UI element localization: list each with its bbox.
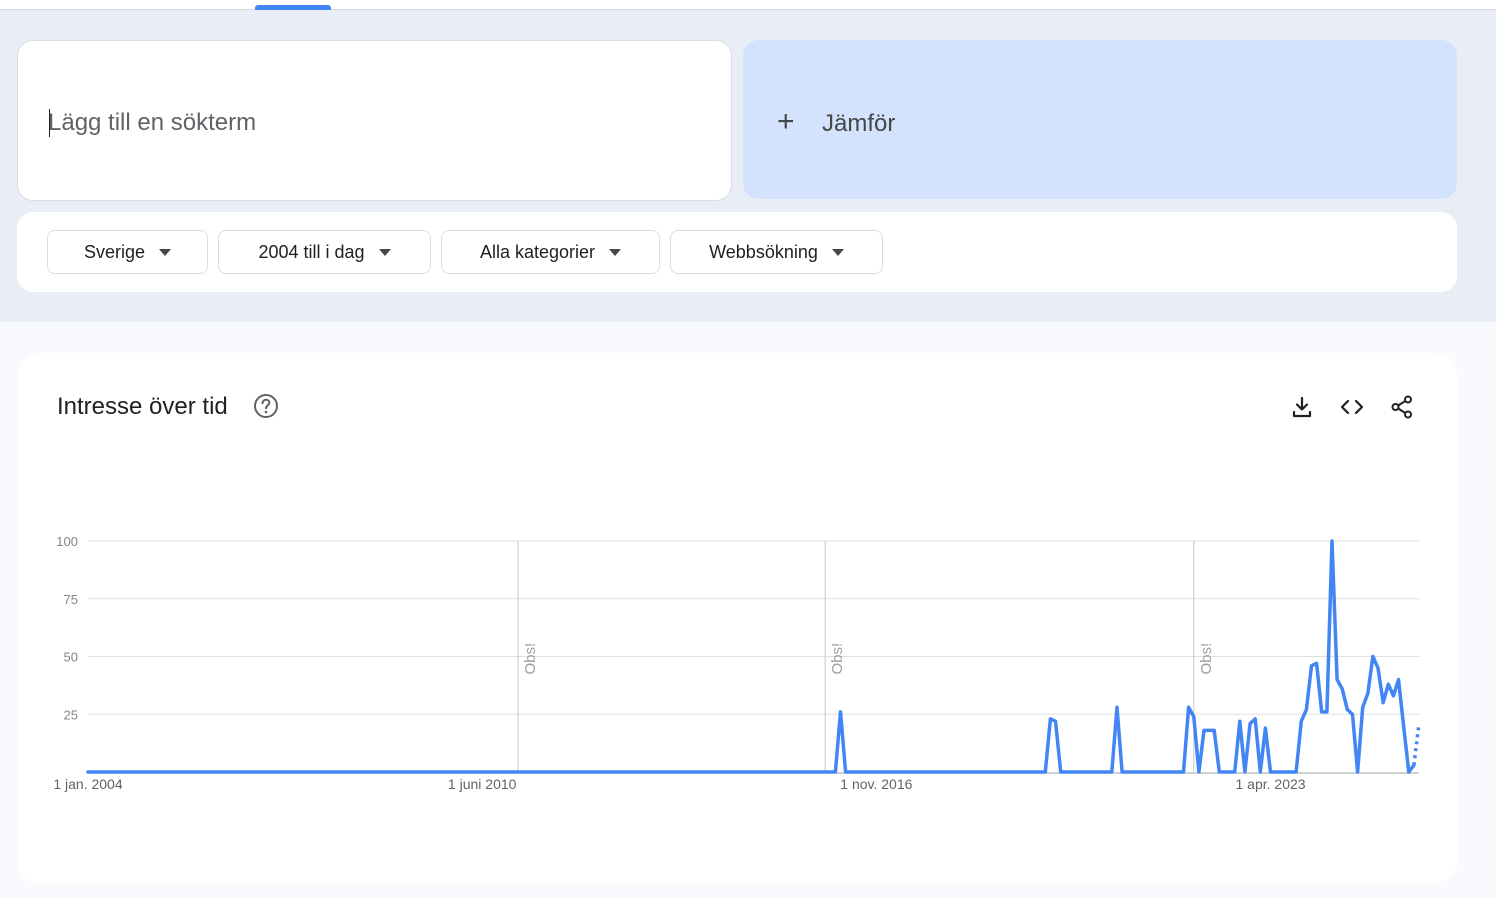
region-dropdown-label: Sverige bbox=[83, 241, 146, 262]
embed-code-icon[interactable] bbox=[1338, 393, 1366, 421]
search-input[interactable] bbox=[48, 103, 688, 143]
y-tick-label: 75 bbox=[64, 592, 78, 607]
y-tick-label: 50 bbox=[64, 650, 78, 665]
y-tick-label: 25 bbox=[64, 707, 78, 722]
caret-down-icon bbox=[609, 248, 622, 256]
download-icon[interactable] bbox=[1288, 393, 1316, 421]
caret-down-icon bbox=[159, 248, 172, 256]
search-term-card[interactable] bbox=[17, 40, 732, 201]
search-type-dropdown[interactable]: Webbsökning bbox=[670, 230, 883, 274]
category-dropdown[interactable]: Alla kategorier bbox=[441, 230, 660, 274]
x-tick-label: 1 nov. 2016 bbox=[840, 776, 912, 792]
region-dropdown[interactable]: Sverige bbox=[47, 230, 208, 274]
annotation-label: Obs! bbox=[829, 643, 846, 675]
x-tick-label: 1 apr. 2023 bbox=[1236, 776, 1306, 792]
text-caret bbox=[49, 109, 50, 137]
x-tick-label: 1 jan. 2004 bbox=[53, 776, 122, 792]
series-line bbox=[86, 539, 1416, 774]
interest-line-chart: 100 75 50 25 Obs! Obs! Obs! 1 jan. 2004 1 juni 2… bbox=[53, 534, 1421, 792]
category-dropdown-label: Alla kategorier bbox=[479, 241, 596, 262]
plus-icon: + bbox=[777, 105, 795, 138]
active-tab-indicator bbox=[255, 5, 331, 10]
top-nav-bar bbox=[0, 0, 1496, 10]
x-tick-label: 1 juni 2010 bbox=[448, 776, 517, 792]
annotation-label: Obs! bbox=[522, 643, 539, 675]
compare-label: Jämför bbox=[822, 110, 896, 137]
series-line-partial bbox=[1412, 723, 1421, 766]
interest-over-time-card: Intresse över tid 100 75 50 25 Obs! Obs! Obs! 1… bbox=[17, 353, 1457, 883]
caret-down-icon bbox=[378, 248, 391, 256]
time-range-dropdown[interactable]: 2004 till i dag bbox=[218, 230, 431, 274]
chart-title: Intresse över tid bbox=[57, 393, 228, 420]
share-icon[interactable] bbox=[1388, 393, 1416, 421]
caret-down-icon bbox=[831, 248, 844, 256]
filters-bar: Sverige 2004 till i dag Alla kategorier … bbox=[17, 212, 1457, 292]
compare-button[interactable]: + Jämför bbox=[743, 40, 1457, 199]
time-range-dropdown-label: 2004 till i dag bbox=[258, 241, 365, 262]
search-type-dropdown-label: Webbsökning bbox=[709, 241, 818, 262]
annotation-label: Obs! bbox=[1198, 643, 1215, 675]
help-icon[interactable] bbox=[253, 393, 279, 419]
y-tick-label: 100 bbox=[56, 534, 78, 549]
